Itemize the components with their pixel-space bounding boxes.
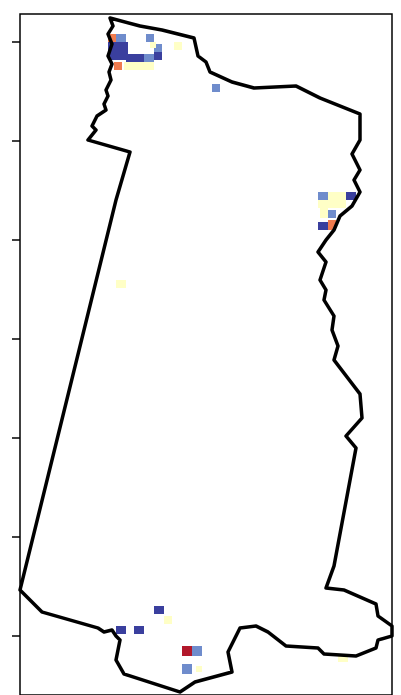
heat-cell-dark-red	[182, 646, 192, 656]
heat-cell-pale-yellow	[164, 616, 172, 624]
heat-cell-mid-blue	[192, 646, 202, 656]
heat-cell-dark-blue	[154, 606, 164, 614]
heat-cell-pale-yellow	[328, 192, 346, 200]
heat-cell-dark-blue	[116, 626, 126, 634]
heat-cell-pale-yellow	[150, 42, 156, 48]
heat-cell-mid-blue	[116, 34, 126, 44]
heat-cell-mid-blue	[212, 84, 220, 92]
heat-cell-dark-blue	[318, 222, 328, 230]
heat-cell-mid-blue	[182, 664, 192, 674]
heat-cell-orange	[114, 62, 122, 70]
heat-cell-mid-blue	[146, 34, 154, 42]
heat-cell-pale-yellow	[328, 200, 346, 208]
heat-cell-orange	[108, 34, 116, 42]
y-axis-ticks	[12, 41, 20, 637]
heat-cell-pale-yellow	[320, 208, 328, 218]
heat-cell-mid-blue	[154, 44, 162, 52]
plot-frame	[19, 13, 393, 695]
heat-cell-dark-blue	[346, 192, 356, 200]
heat-cell-mid-blue	[328, 210, 336, 218]
heat-cell-pale-yellow	[338, 656, 348, 662]
heat-cell-mid-blue	[144, 54, 154, 62]
heat-cell-pale-yellow	[318, 200, 328, 208]
heat-cell-mid-blue	[318, 192, 328, 200]
heat-cell-dark-blue	[134, 626, 144, 634]
heat-cell-pale-yellow	[124, 62, 154, 70]
heat-cell-dark-blue	[154, 52, 162, 60]
heat-cell-dark-blue	[126, 54, 144, 62]
region-boundary	[18, 16, 394, 694]
heat-cells	[108, 34, 356, 674]
heat-cell-orange	[328, 220, 336, 230]
heat-cell-pale-yellow	[196, 666, 202, 672]
heat-cell-pale-yellow	[116, 280, 126, 288]
heat-cell-pale-yellow	[174, 42, 182, 50]
